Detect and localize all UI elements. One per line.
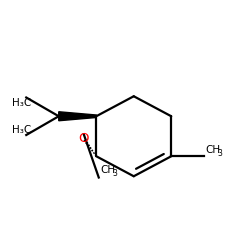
- Polygon shape: [59, 112, 96, 121]
- Text: CH: CH: [100, 165, 115, 175]
- Text: CH: CH: [205, 145, 220, 155]
- Text: 3: 3: [218, 149, 222, 158]
- Text: H₃C: H₃C: [12, 98, 31, 108]
- Text: O: O: [78, 132, 89, 145]
- Text: H₃C: H₃C: [12, 125, 31, 135]
- Text: 3: 3: [112, 169, 117, 178]
